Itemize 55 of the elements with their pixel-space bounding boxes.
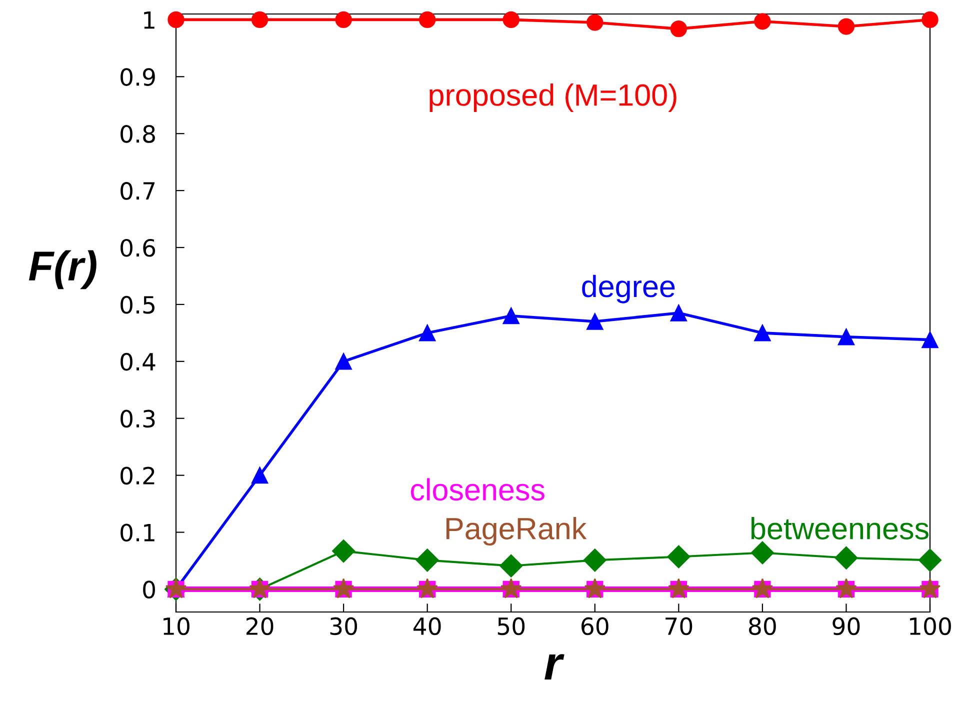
- text: closeness: [410, 478, 544, 501]
- series-label: PageRank: [446, 517, 587, 546]
- x-tick-label: 90: [832, 617, 860, 636]
- point: [251, 466, 268, 484]
- y-tick-label: 0.8: [120, 125, 155, 143]
- series-label: degree: [582, 274, 675, 304]
- point: [750, 541, 774, 564]
- y-tick-label: 0.4: [120, 352, 156, 371]
- point: [335, 353, 352, 370]
- point: [667, 545, 690, 568]
- point: [502, 11, 520, 28]
- x-tick-label: 10: [164, 617, 190, 636]
- point: [335, 11, 352, 28]
- point: [251, 11, 268, 28]
- x-tick-label: 80: [749, 617, 776, 636]
- y-tick-label: 0.9: [120, 68, 155, 86]
- point: [670, 304, 687, 322]
- y-tick-label: 0.3: [120, 410, 155, 428]
- x-tick-label: 50: [498, 617, 525, 636]
- y-tick-label: 0.2: [120, 466, 154, 485]
- point: [419, 324, 436, 342]
- point: [670, 20, 687, 38]
- point: [838, 18, 855, 35]
- point: [838, 328, 855, 346]
- point: [502, 308, 520, 324]
- point: [834, 546, 858, 570]
- point: [754, 324, 771, 342]
- y-tick-label: 0.6: [120, 238, 156, 257]
- x-tick-label: 70: [666, 617, 692, 636]
- y-tick-label: 0.5: [120, 296, 154, 314]
- point: [586, 313, 604, 330]
- y-tick-label: 0: [143, 580, 155, 599]
- y-tick-label: 1: [144, 11, 154, 29]
- y-tick-label: 0.7: [120, 182, 155, 200]
- x-tick-label: 60: [582, 617, 608, 636]
- point: [168, 11, 184, 28]
- point: [416, 548, 439, 572]
- point: [500, 554, 523, 578]
- x-tick-label: 20: [246, 617, 274, 636]
- point: [419, 11, 436, 28]
- series-label: proposed (M=100): [430, 83, 676, 112]
- y-tick-label: 0.1: [120, 524, 154, 542]
- series-label: betweenness: [751, 517, 928, 540]
- point: [918, 548, 942, 572]
- point: [586, 14, 604, 31]
- x-tick-label: 100: [910, 617, 951, 636]
- point: [754, 13, 771, 30]
- point: [332, 540, 356, 563]
- x-axis-title: r: [544, 654, 564, 680]
- x-tick-label: 30: [330, 617, 358, 636]
- x-tick-label: 40: [413, 617, 441, 636]
- point: [922, 11, 938, 28]
- y-axis-title: F(r): [28, 250, 96, 290]
- point: [583, 548, 606, 572]
- point: [922, 331, 938, 348]
